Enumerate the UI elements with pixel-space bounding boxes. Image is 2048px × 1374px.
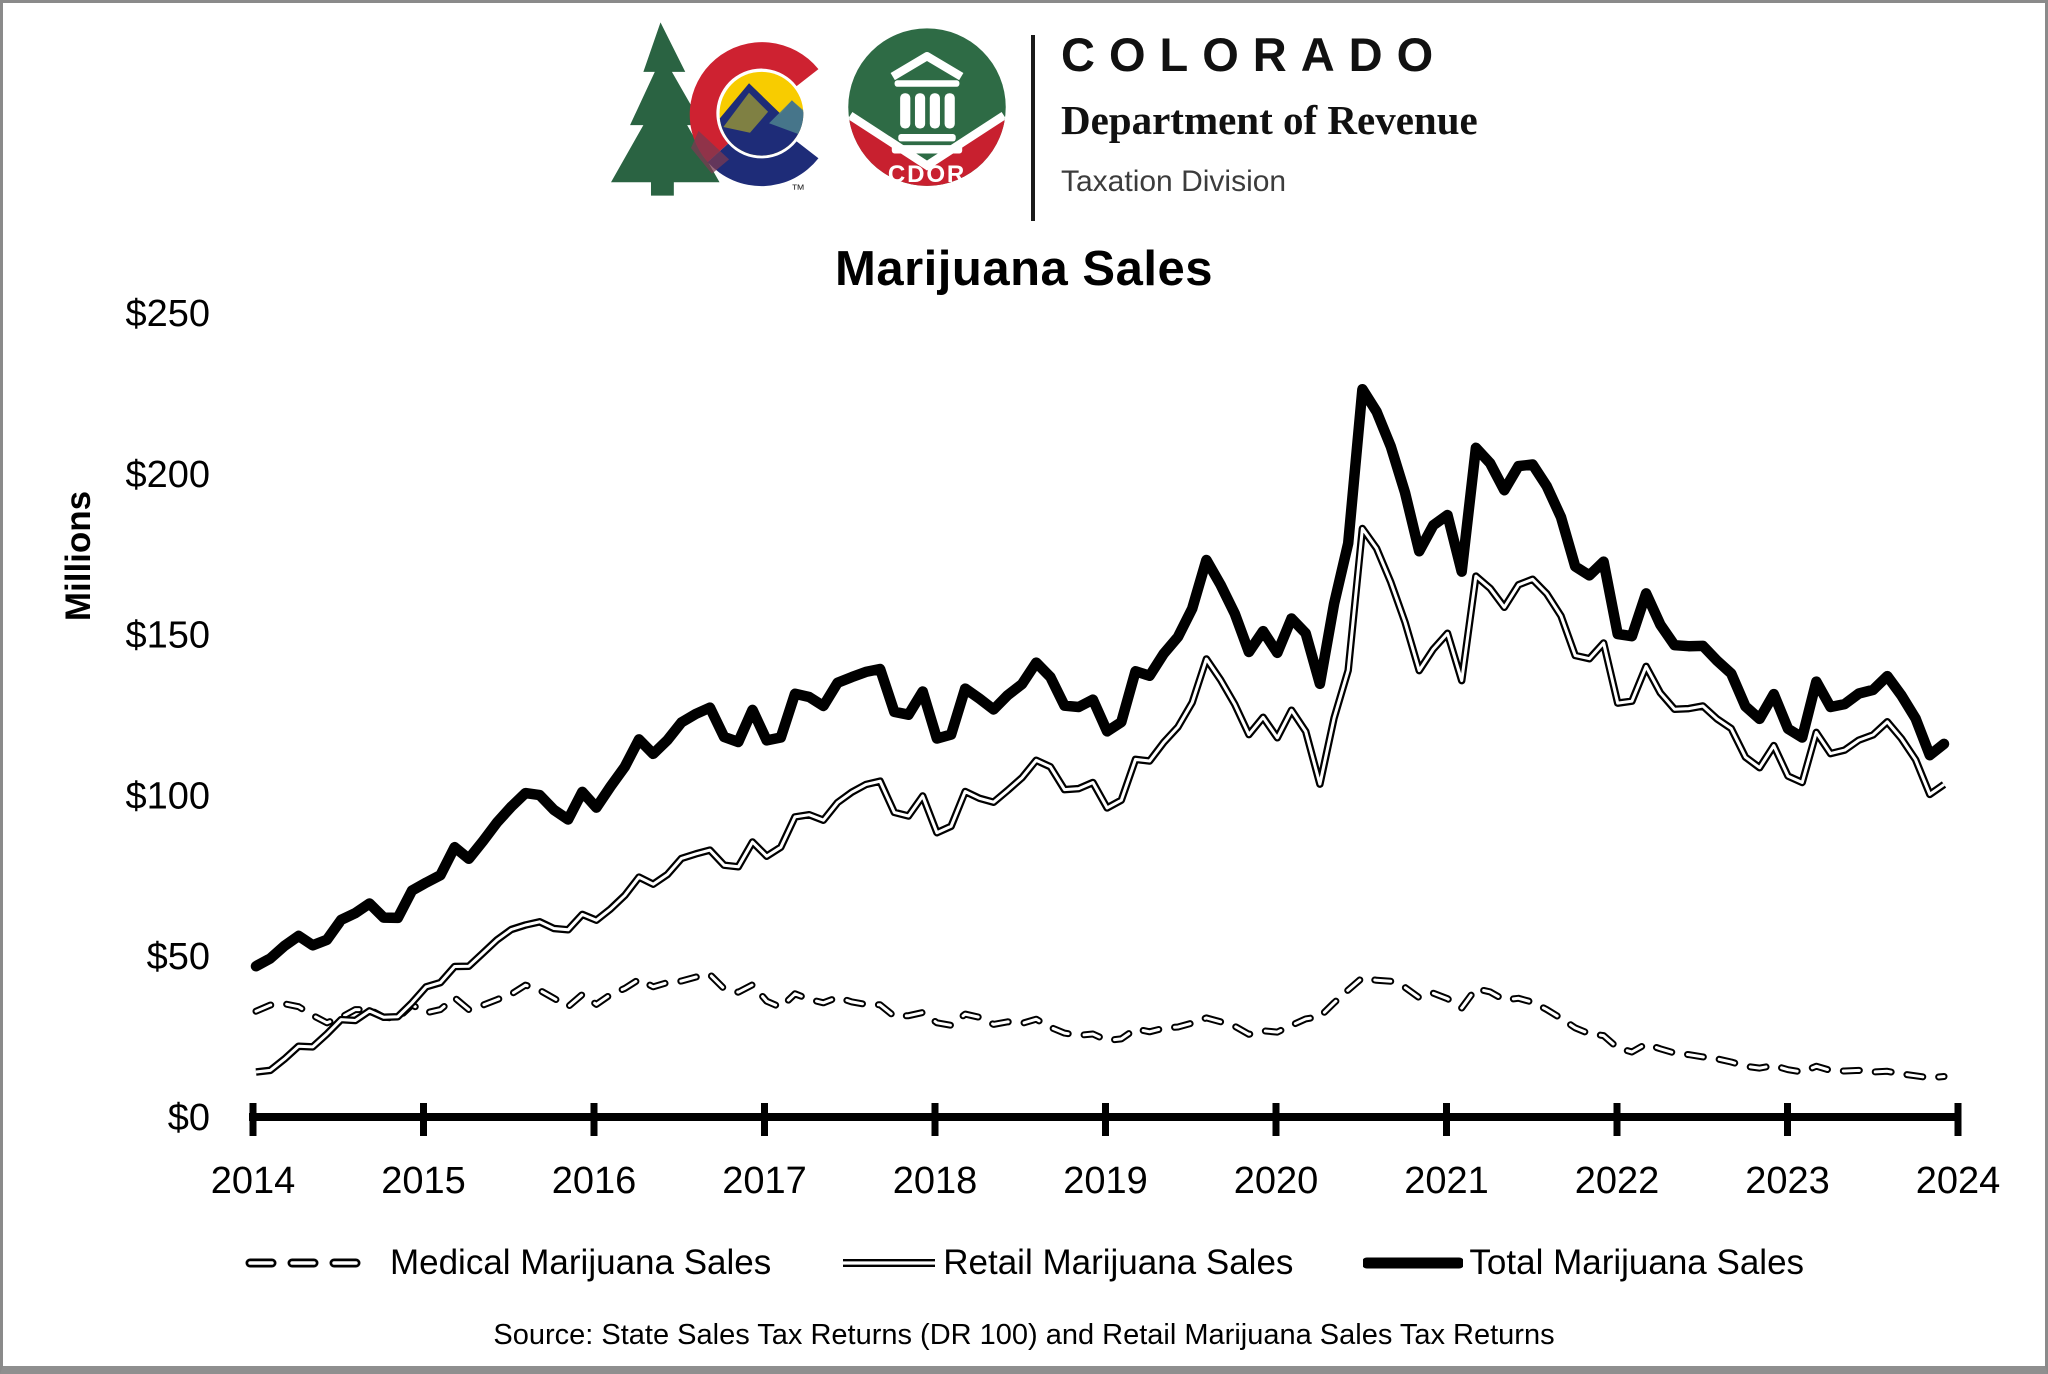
legend-item-total: Total Marijuana Sales	[1363, 1243, 1804, 1283]
x-tick-label: 2014	[211, 1160, 296, 1202]
x-tick-label: 2017	[722, 1160, 807, 1202]
x-tick-label: 2016	[552, 1160, 637, 1202]
mountains-icon	[719, 83, 804, 156]
chevron-icon	[848, 111, 1006, 171]
legend-label-medical: Medical Marijuana Sales	[389, 1243, 772, 1282]
retail-series-line	[255, 524, 1947, 1076]
x-tick-label: 2018	[893, 1160, 978, 1202]
agency-block: COLORADO Department of Revenue Taxation …	[1061, 31, 1478, 197]
total-series-line	[250, 383, 1950, 972]
chart-legend: Medical Marijuana Sales Retail Marijuana…	[3, 1243, 2045, 1283]
legend-item-medical: Medical Marijuana Sales	[244, 1243, 771, 1283]
x-tick-label: 2019	[1063, 1160, 1148, 1202]
sales-line-chart: $0 $50 $100 $150 $200 $250 2014 2015 2016 2017 201…	[125, 293, 2001, 1202]
agency-department: Department of Revenue	[1061, 97, 1478, 143]
x-tick-label: 2021	[1404, 1160, 1489, 1202]
legend-label-total: Total Marijuana Sales	[1469, 1243, 1805, 1282]
pine-tree-icon	[611, 22, 720, 196]
total-thick-line-swatch	[1363, 1257, 1464, 1269]
x-tick-label: 2022	[1575, 1160, 1660, 1202]
capitol-building-icon	[890, 52, 964, 154]
agency-division: Taxation Division	[1061, 165, 1287, 198]
retail-series-core	[255, 527, 1945, 1074]
medical-series-core	[254, 973, 1946, 1080]
y-tick-label: $100	[125, 775, 210, 817]
x-tick-label: 2015	[381, 1160, 466, 1202]
colorado-c-icon	[689, 42, 819, 187]
retail-double-line-swatch	[843, 1259, 936, 1267]
cdor-logo: CDOR	[848, 28, 1006, 188]
agency-name: COLORADO	[1061, 28, 1448, 81]
y-tick-label: $250	[125, 293, 210, 335]
x-tick-label: 2023	[1745, 1160, 1830, 1202]
y-tick-label: $50	[147, 936, 210, 978]
source-note: Source: State Sales Tax Returns (DR 100)…	[493, 1319, 1555, 1351]
trademark-mark: ™	[791, 181, 805, 197]
header-divider	[1031, 35, 1035, 221]
legend-item-retail: Retail Marijuana Sales	[841, 1243, 1293, 1283]
medical-dashed-swatch	[245, 1258, 366, 1268]
y-tick-label: $0	[168, 1097, 210, 1139]
y-tick-label: $150	[125, 615, 210, 657]
chart-title: Marijuana Sales	[835, 242, 1213, 296]
y-tick-label: $200	[125, 454, 210, 496]
cdor-badge-text: CDOR	[888, 161, 966, 188]
x-tick-label: 2024	[1916, 1160, 2001, 1202]
legend-label-retail: Retail Marijuana Sales	[943, 1243, 1294, 1282]
x-tick-label: 2020	[1234, 1160, 1319, 1202]
colorado-logo	[611, 22, 819, 196]
medical-series-line	[252, 971, 1948, 1082]
